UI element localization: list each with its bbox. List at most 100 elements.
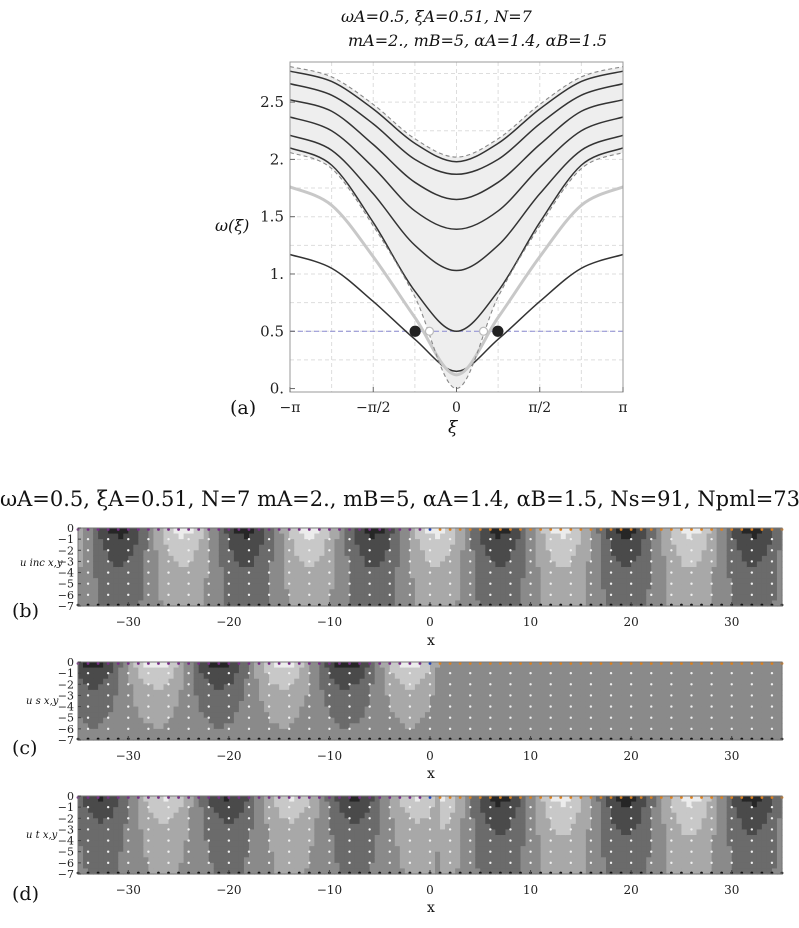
contour-cell <box>374 723 381 730</box>
boundary-dot <box>629 528 633 531</box>
contour-cell <box>88 734 94 741</box>
contour-cell <box>656 706 662 713</box>
contour-cell <box>294 717 300 724</box>
contour-cell <box>138 835 144 842</box>
contour-cell <box>500 528 507 535</box>
contour-cell <box>475 706 481 713</box>
contour-cell <box>560 689 567 697</box>
contour-cell <box>641 550 647 557</box>
contour-cell <box>98 868 104 875</box>
panel-b-label: (b) <box>12 600 39 622</box>
contour-cell <box>666 734 672 741</box>
contour-cell <box>595 533 602 540</box>
contour-cell <box>711 594 718 602</box>
contour-cell <box>465 567 471 574</box>
contour-cell <box>394 578 401 585</box>
contour-cell <box>414 667 421 674</box>
contour-cell <box>83 684 89 691</box>
lattice-dot <box>227 571 231 574</box>
contour-cell <box>631 555 637 563</box>
contour-cell <box>279 533 285 540</box>
contour-cell <box>78 857 84 864</box>
contour-cell <box>88 818 94 825</box>
contour-cell <box>505 594 512 602</box>
contour-cell <box>671 734 677 741</box>
contour-cell <box>138 801 144 808</box>
contour-cell <box>218 673 225 680</box>
boundary-dot <box>669 528 673 531</box>
contour-cell <box>540 695 547 702</box>
contour-cell <box>133 567 139 574</box>
lattice-dot <box>368 537 371 541</box>
contour-cell <box>334 689 341 697</box>
contour-cell <box>339 701 346 708</box>
contour-cell <box>108 712 114 719</box>
contour-cell <box>460 701 466 708</box>
contour-cell <box>616 723 622 730</box>
contour-cell <box>495 528 501 535</box>
contour-cell <box>334 734 341 741</box>
contour-cell <box>78 807 84 814</box>
contour-cell <box>706 567 713 574</box>
contour-cell <box>228 555 235 563</box>
contour-cell <box>550 539 557 546</box>
contour-cell <box>595 667 602 674</box>
contour-cell <box>445 594 451 602</box>
contour-cell <box>254 678 260 685</box>
contour-cell <box>681 689 688 697</box>
contour-cell <box>168 723 175 730</box>
contour-cell <box>259 594 265 602</box>
lattice-dot <box>448 683 452 686</box>
contour-cell <box>510 567 517 574</box>
lattice-dot <box>167 560 170 563</box>
contour-cell <box>616 662 622 669</box>
contour-cell <box>771 712 778 719</box>
contour-cell <box>294 572 300 579</box>
lattice-dot <box>368 582 371 585</box>
contour-cell <box>661 555 667 563</box>
contour-cell <box>118 589 124 596</box>
contour-cell <box>103 812 109 819</box>
contour-cell <box>485 723 491 730</box>
contour-cell <box>193 689 200 697</box>
contour-cell <box>414 701 421 708</box>
contour-cell <box>394 589 401 596</box>
contour-cell <box>299 706 305 713</box>
contour-cell <box>480 600 486 607</box>
contour-cell <box>580 550 587 557</box>
contour-cell <box>128 717 134 724</box>
contour-cell <box>606 712 612 719</box>
contour-cell <box>490 706 496 713</box>
contour-cell <box>641 667 647 674</box>
contour-cell <box>440 689 446 697</box>
contour-cell <box>173 528 180 535</box>
boundary-dot <box>720 662 724 665</box>
contour-cell <box>666 706 672 713</box>
contour-cell <box>118 829 124 836</box>
contour-cell <box>676 567 683 574</box>
contour-cell <box>254 572 260 579</box>
contour-cell <box>289 684 295 691</box>
contour-cell <box>223 734 230 741</box>
contour-cell <box>248 583 255 590</box>
contour-cell <box>158 589 165 596</box>
contour-cell <box>218 544 225 551</box>
contour-cell <box>344 689 351 697</box>
contour-cell <box>384 600 391 607</box>
contour-cell <box>339 583 346 590</box>
contour-cell <box>666 528 672 535</box>
contour-cell <box>510 712 517 719</box>
contour-cell <box>455 550 461 557</box>
contour-cell <box>696 667 703 674</box>
contour-cell <box>88 678 94 685</box>
contour-cell <box>711 662 718 669</box>
contour-cell <box>751 734 758 741</box>
contour-cell <box>480 662 486 669</box>
contour-cell <box>465 701 471 708</box>
contour-cell <box>103 829 109 836</box>
contour-cell <box>83 583 89 590</box>
contour-cell <box>339 695 346 702</box>
contour-cell <box>158 583 165 590</box>
contour-cell <box>495 561 501 568</box>
contour-cell <box>178 695 185 702</box>
